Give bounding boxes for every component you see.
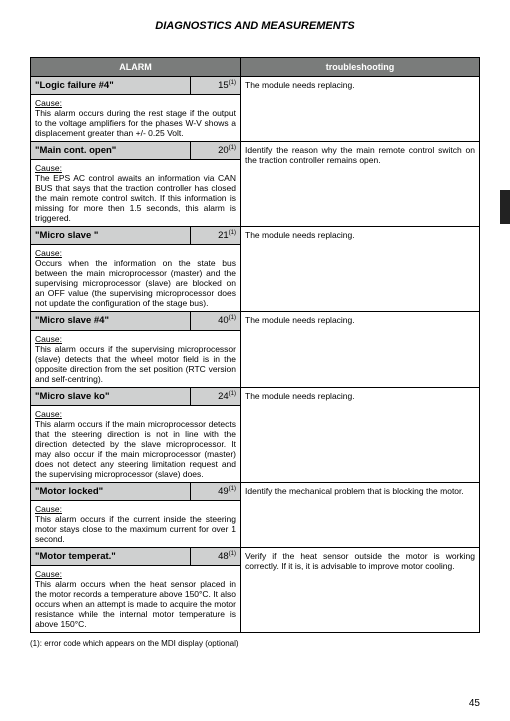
alarm-cause: Cause:This alarm occurs if the main micr… [31,405,241,482]
cause-text: This alarm occurs if the main microproce… [35,419,236,479]
alarm-table: ALARM troubleshooting "Logic failure #4"… [30,57,480,633]
cause-text: This alarm occurs when the heat sensor p… [35,579,236,629]
page: DIAGNOSTICS AND MEASUREMENTS ALARM troub… [0,0,510,648]
alarm-cause: Cause:Occurs when the information on the… [31,245,241,312]
alarm-cause: Cause:This alarm occurs if the supervisi… [31,330,241,387]
alarm-code: 24(1) [191,387,241,405]
alarm-code: 49(1) [191,482,241,500]
cause-text: The EPS AC control awaits an information… [35,173,236,223]
side-tab [500,190,510,224]
cause-label: Cause: [35,504,62,514]
trouble-text: Identify the mechanical problem that is … [241,482,480,547]
alarm-code: 21(1) [191,227,241,245]
cause-label: Cause: [35,98,62,108]
th-alarm: ALARM [31,58,241,77]
alarm-name: "Motor temperat." [31,547,191,565]
footnote: (1): error code which appears on the MDI… [30,639,480,648]
alarm-name: "Micro slave #4" [31,312,191,330]
cause-label: Cause: [35,248,62,258]
trouble-text: Identify the reason why the main remote … [241,142,480,227]
cause-text: This alarm occurs if the supervising mic… [35,344,236,384]
alarm-cause: Cause:This alarm occurs when the heat se… [31,566,241,633]
cause-text: Occurs when the information on the state… [35,258,236,308]
alarm-cause: Cause:This alarm occurs during the rest … [31,95,241,142]
alarm-name: "Motor locked" [31,482,191,500]
alarm-code: 20(1) [191,142,241,160]
page-number: 45 [469,698,480,709]
cause-label: Cause: [35,569,62,579]
cause-label: Cause: [35,163,62,173]
trouble-text: Verify if the heat sensor outside the mo… [241,547,480,632]
trouble-text: The module needs replacing. [241,387,480,482]
cause-label: Cause: [35,334,62,344]
cause-text: This alarm occurs if the current inside … [35,514,236,544]
trouble-text: The module needs replacing. [241,312,480,387]
alarm-code: 15(1) [191,77,241,95]
alarm-name: "Micro slave " [31,227,191,245]
trouble-text: The module needs replacing. [241,227,480,312]
page-title: DIAGNOSTICS AND MEASUREMENTS [30,20,480,32]
alarm-name: "Micro slave ko" [31,387,191,405]
cause-text: This alarm occurs during the rest stage … [35,108,236,138]
alarm-name: "Logic failure #4" [31,77,191,95]
alarm-name: "Main cont. open" [31,142,191,160]
cause-label: Cause: [35,409,62,419]
th-trouble: troubleshooting [241,58,480,77]
trouble-text: The module needs replacing. [241,77,480,142]
alarm-tbody: "Logic failure #4"15(1)The module needs … [31,77,480,633]
alarm-code: 40(1) [191,312,241,330]
alarm-cause: Cause:This alarm occurs if the current i… [31,500,241,547]
alarm-code: 48(1) [191,547,241,565]
alarm-cause: Cause:The EPS AC control awaits an infor… [31,160,241,227]
